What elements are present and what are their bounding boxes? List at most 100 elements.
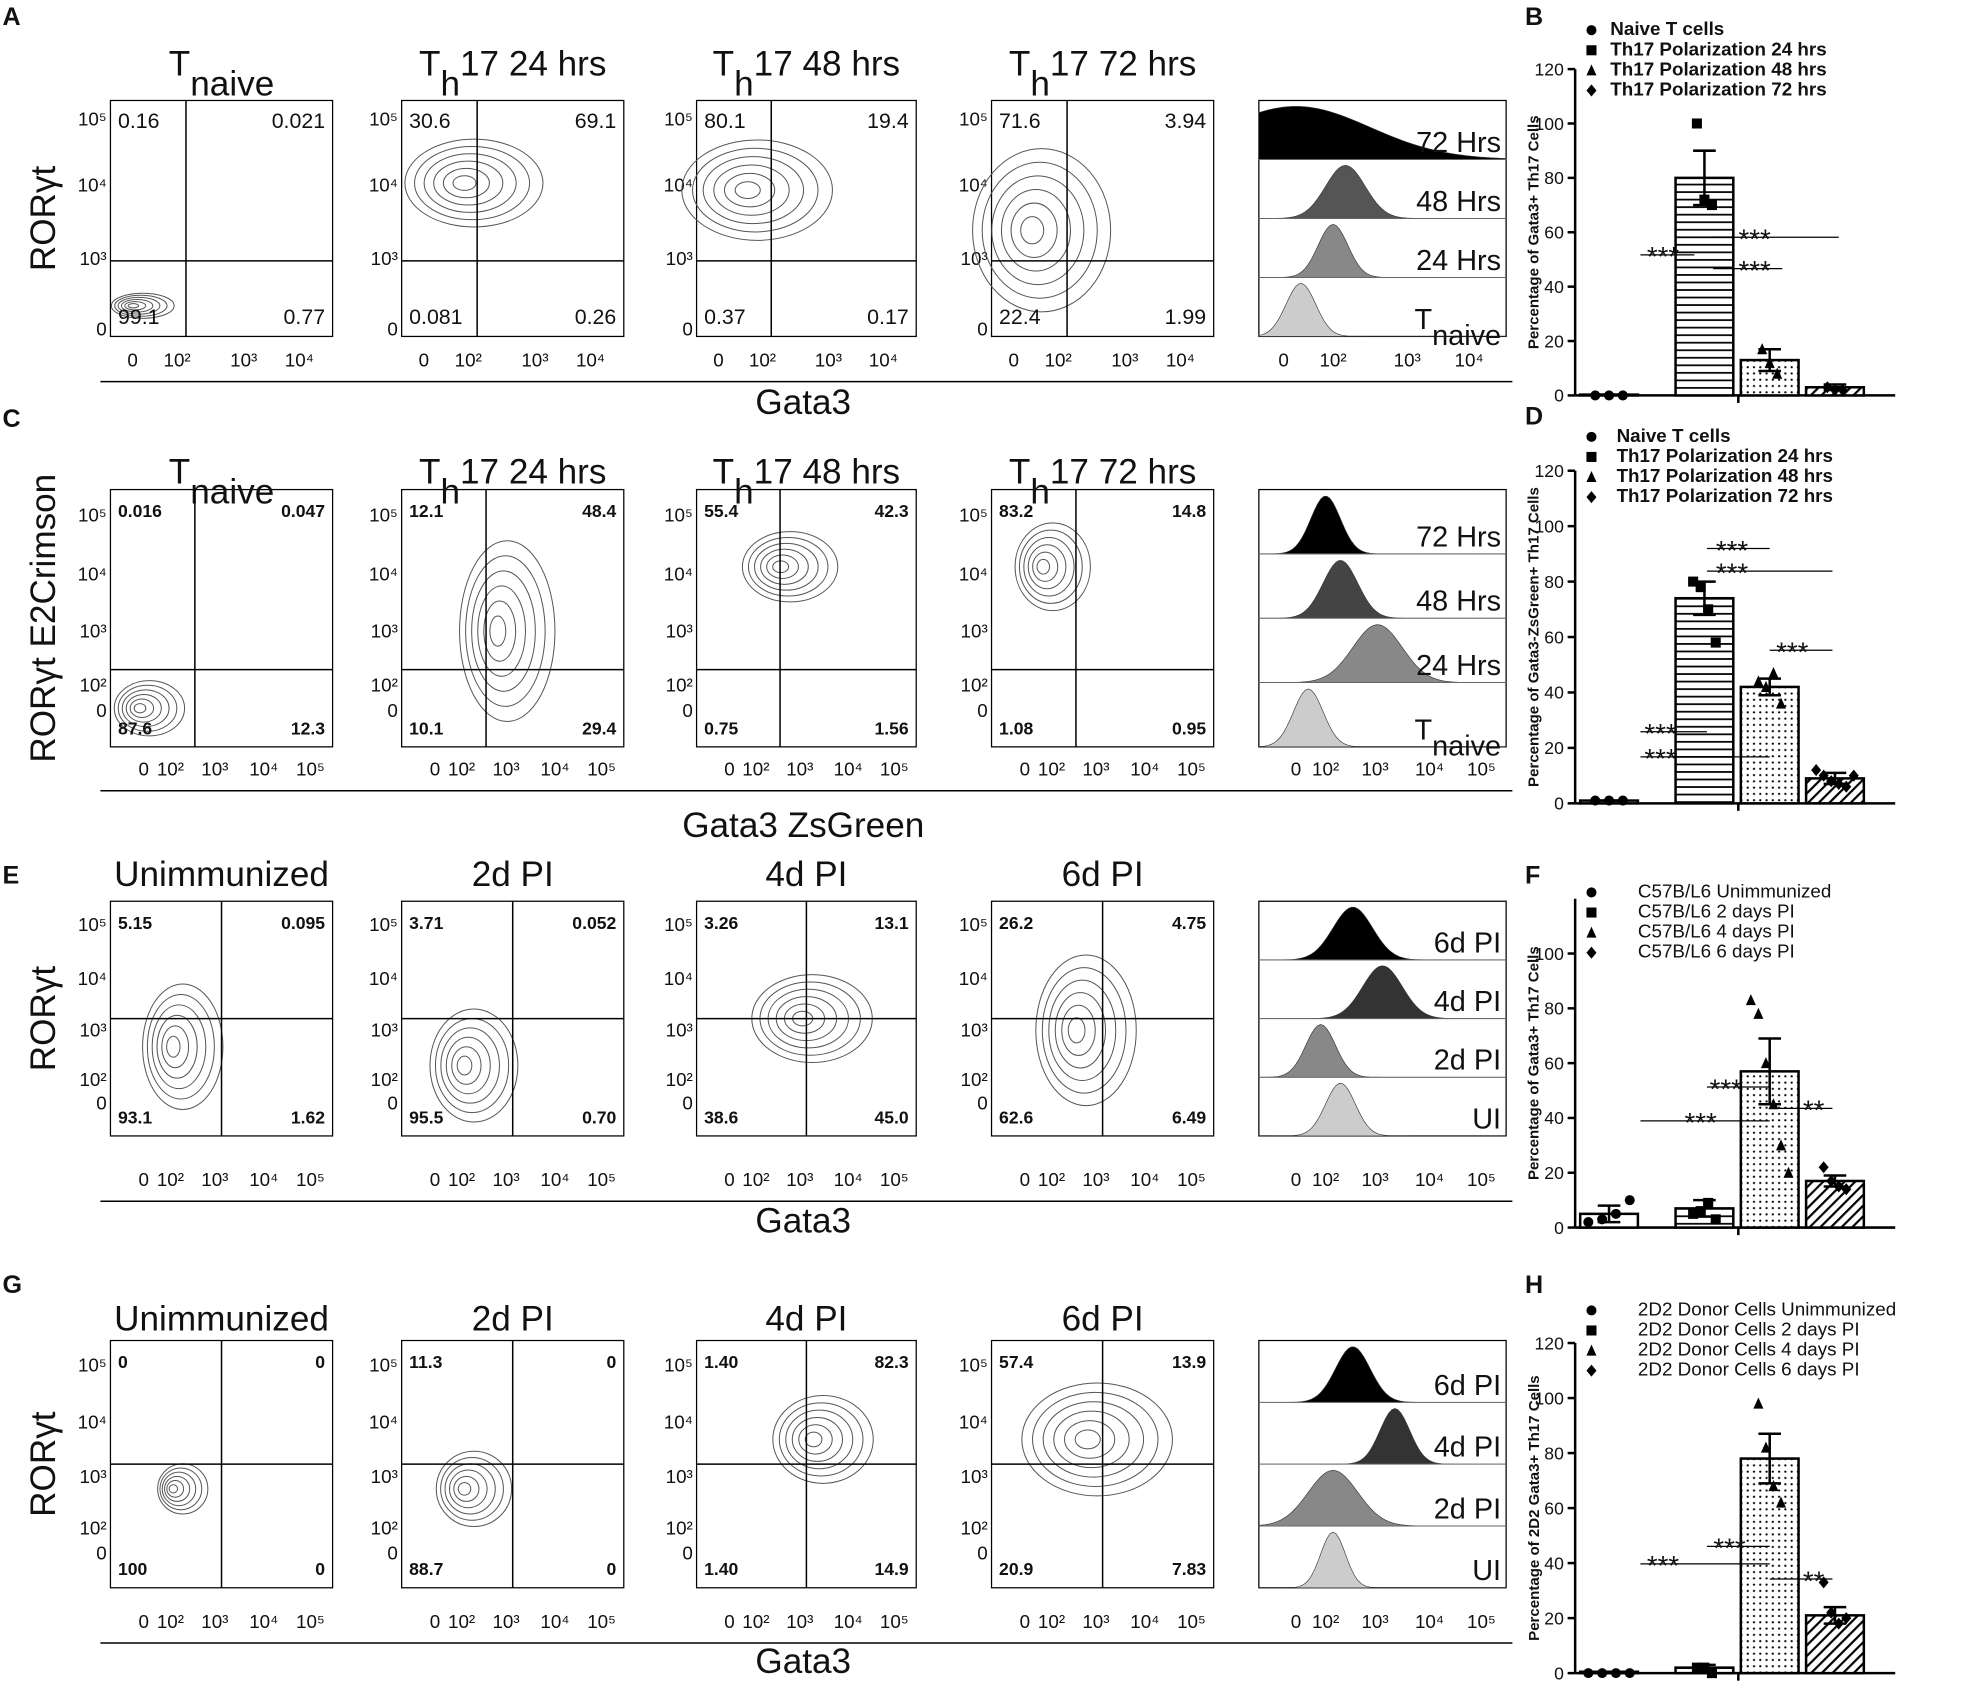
x-tick-label: 0 xyxy=(724,759,734,780)
contour xyxy=(1035,954,1137,1107)
text-part: 4d PI xyxy=(765,855,847,894)
histogram-label: Tnaive xyxy=(1414,714,1501,762)
contour xyxy=(117,296,161,315)
contour xyxy=(702,156,805,225)
y-tick-label: 100 xyxy=(1535,516,1565,536)
quadrant-value: 95.5 xyxy=(409,1107,443,1127)
plot-title: Th17 24 hrs xyxy=(419,452,606,511)
significance-label: *** xyxy=(1716,535,1748,566)
quadrant-value: 48.4 xyxy=(582,501,616,521)
y-tick-label: 0 xyxy=(96,700,106,721)
x-axis-label: Gata3 ZsGreen xyxy=(682,806,924,845)
y-tick-label: 10³ xyxy=(79,1020,106,1041)
panel-label: F xyxy=(1525,862,1540,890)
data-point xyxy=(1691,118,1702,129)
plot-frame xyxy=(401,99,625,338)
text-part: 24 Hrs xyxy=(1416,650,1501,682)
histogram-label: Tnaive xyxy=(1414,304,1501,352)
quadrant-value: 0.016 xyxy=(118,501,162,521)
contour xyxy=(151,1004,207,1090)
data-point xyxy=(1745,994,1756,1006)
contour xyxy=(1036,558,1051,575)
contour xyxy=(127,303,140,309)
data-point xyxy=(1710,1214,1721,1225)
panel-label: A xyxy=(3,3,21,31)
significance-label: *** xyxy=(1710,1073,1742,1104)
y-tick-label: 0 xyxy=(1554,794,1564,814)
quadrant-value: 0.052 xyxy=(572,913,616,933)
legend-label: Th17 Polarization 72 hrs xyxy=(1610,78,1826,99)
y-axis-label: RORγt E2Crimson xyxy=(24,474,63,763)
y-tick-label: 0 xyxy=(96,319,106,340)
y-tick-label: 100 xyxy=(1535,1388,1565,1408)
y-tick-label: 10³ xyxy=(666,1020,693,1041)
data-point xyxy=(1597,1668,1608,1679)
contour xyxy=(741,531,839,603)
significance-label: *** xyxy=(1647,241,1679,272)
y-tick-label: 10⁴ xyxy=(78,968,107,989)
x-tick-label: 10³ xyxy=(1082,1611,1109,1632)
histogram-label: 6d PI xyxy=(1434,927,1501,959)
contour xyxy=(766,554,799,579)
x-tick-label: 10² xyxy=(742,1169,769,1190)
x-tick-label: 10⁵ xyxy=(1467,1611,1496,1632)
x-tick-label: 10⁴ xyxy=(869,350,898,371)
quadrant-value: 12.3 xyxy=(291,718,325,738)
significance-label: *** xyxy=(1739,224,1771,255)
data-point xyxy=(1583,1217,1594,1228)
x-tick-label: 10³ xyxy=(1361,1611,1388,1632)
y-tick-label: 10⁵ xyxy=(959,1355,988,1376)
y-tick-label: 10³ xyxy=(371,620,398,641)
quadrant-value: 82.3 xyxy=(875,1352,909,1372)
y-tick-label: 0 xyxy=(977,700,987,721)
x-tick-label: 10³ xyxy=(1361,1169,1388,1190)
legend-marker xyxy=(1586,64,1597,76)
contour xyxy=(121,689,170,728)
contour xyxy=(133,703,147,714)
quadrant-value: 0.081 xyxy=(409,305,462,329)
legend-label: C57B/L6 6 days PI xyxy=(1638,941,1795,962)
text-part: 4d PI xyxy=(765,1299,847,1338)
legend-marker xyxy=(1586,1364,1597,1377)
y-tick-label: 10² xyxy=(666,1518,693,1539)
quadrant-value: 0 xyxy=(606,1352,616,1372)
x-tick-label: 10⁵ xyxy=(1177,1169,1206,1190)
x-tick-label: 10³ xyxy=(201,1169,228,1190)
contour xyxy=(404,138,544,228)
data-point xyxy=(1706,1668,1717,1679)
legend-label: Th17 Polarization 24 hrs xyxy=(1617,445,1833,466)
y-tick-label: 100 xyxy=(1535,944,1565,964)
legend-marker xyxy=(1586,45,1597,56)
contour xyxy=(435,1450,513,1528)
y-tick-label: 20 xyxy=(1544,1608,1564,1628)
y-tick-label: 100 xyxy=(1535,114,1565,134)
y-tick-label: 10³ xyxy=(666,620,693,641)
legend-label: C57B/L6 2 days PI xyxy=(1638,901,1795,922)
quadrant-value: 0.021 xyxy=(272,109,325,133)
legend-label: Naive T cells xyxy=(1610,18,1724,39)
contour xyxy=(445,1036,491,1095)
x-tick-label: 0 xyxy=(713,350,723,371)
legend-marker xyxy=(1586,84,1597,97)
contour xyxy=(1020,216,1045,245)
y-tick-label: 80 xyxy=(1544,168,1564,188)
contour xyxy=(164,1475,191,1502)
x-tick-label: 10³ xyxy=(492,1611,519,1632)
bar xyxy=(1739,1457,1800,1675)
x-tick-label: 10⁴ xyxy=(249,1169,278,1190)
error-bar xyxy=(1758,1432,1781,1485)
legend-marker xyxy=(1586,451,1597,462)
x-tick-label: 10⁵ xyxy=(880,759,909,780)
quadrant-value: 0 xyxy=(118,1352,128,1372)
plot-title: 4d PI xyxy=(765,855,847,894)
data-point xyxy=(1610,1668,1621,1679)
plot-title: Tnaive xyxy=(169,452,274,511)
y-tick-label: 10³ xyxy=(79,620,106,641)
contour xyxy=(452,175,477,191)
quadrant-value: 12.1 xyxy=(409,501,443,521)
text-part: 2d PI xyxy=(472,1299,554,1338)
significance-label: *** xyxy=(1644,743,1676,774)
contour xyxy=(1053,1410,1130,1469)
data-point xyxy=(1699,1662,1710,1673)
